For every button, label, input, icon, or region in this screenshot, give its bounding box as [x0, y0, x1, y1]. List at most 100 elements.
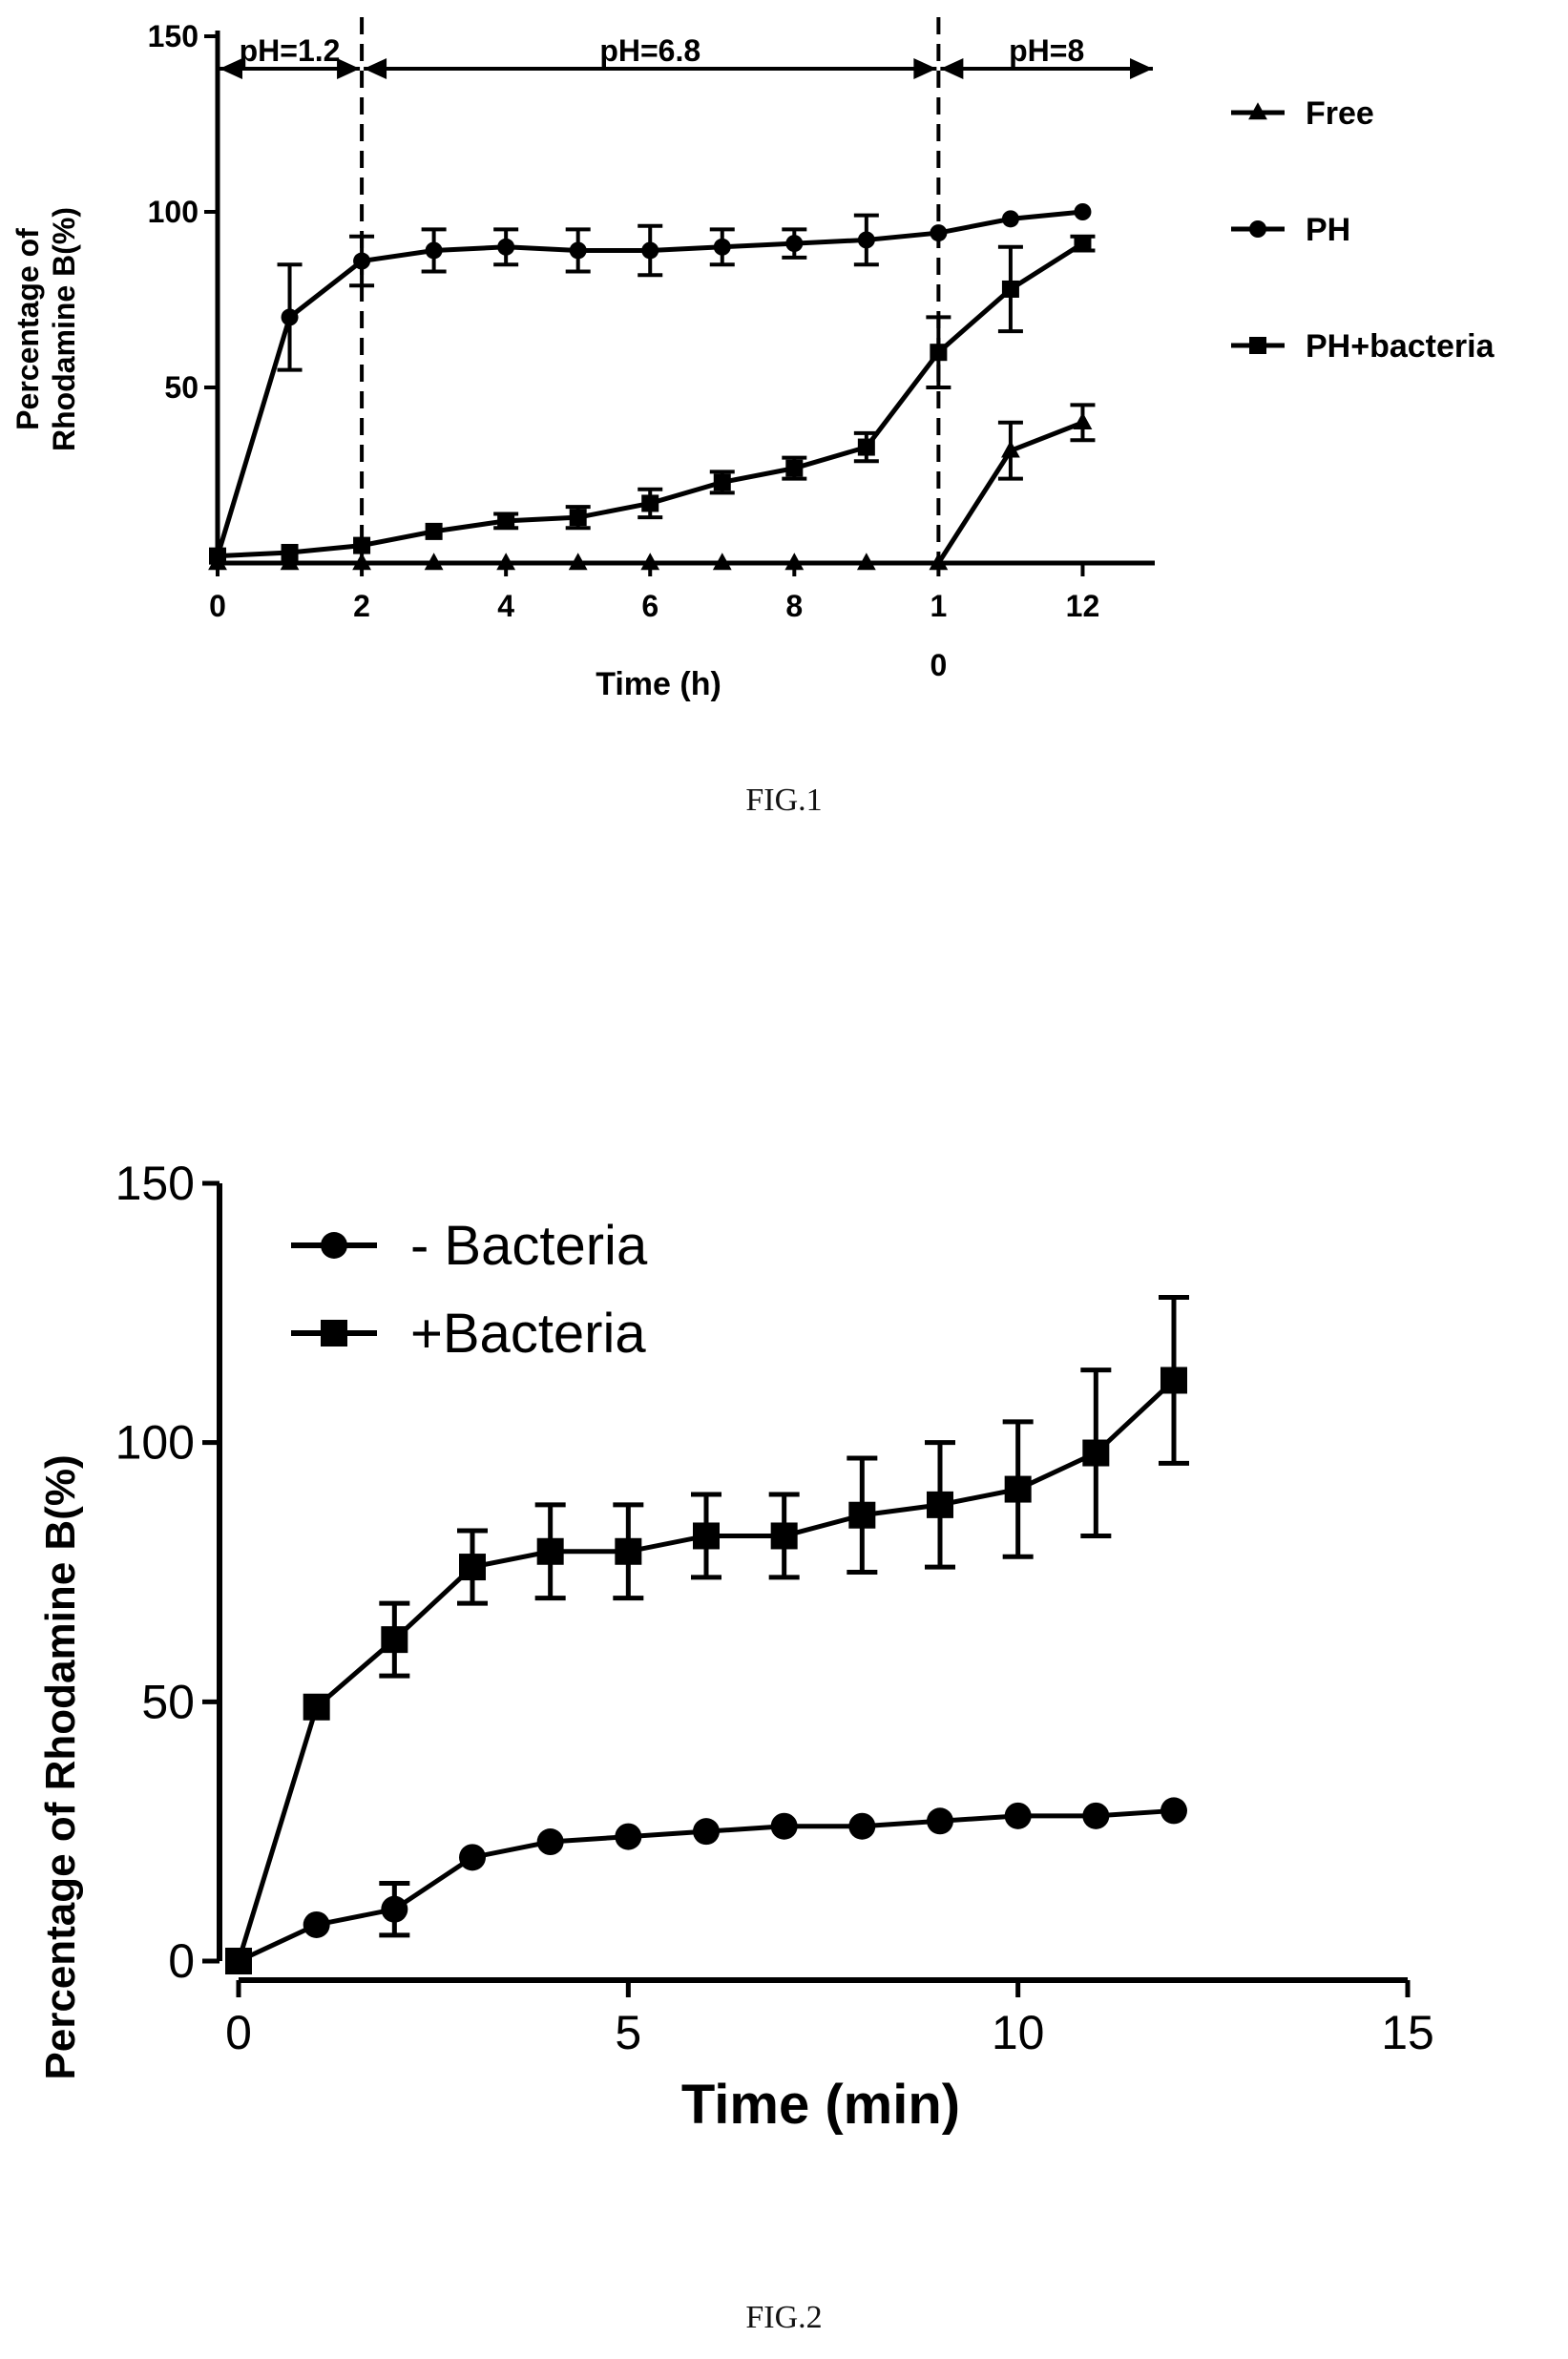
fig1-x-tick-label-extra: 0: [930, 648, 947, 682]
fig1-ph-arrow-head: [220, 58, 242, 79]
fig1-data-point: [353, 252, 371, 270]
fig2-y-axis-label: Percentage of Rhodamine B(%): [37, 1454, 84, 2079]
fig1-ph-label: pH=6.8: [599, 33, 700, 68]
fig1-legend-marker: [1249, 220, 1266, 238]
fig1-data-point: [497, 238, 515, 256]
fig1-y-tick-label: 100: [148, 195, 199, 229]
fig1-ph-arrow-head: [1130, 58, 1153, 79]
fig1-data-point: [785, 235, 804, 253]
fig2-data-point: [770, 1812, 798, 1840]
fig1-data-point: [497, 511, 515, 530]
fig1-data-point: [712, 553, 732, 571]
fig1-data-point: [353, 536, 371, 554]
fig2-x-tick-label: 15: [1381, 2006, 1434, 2059]
fig1-ph-arrow-head: [940, 58, 964, 79]
fig1-data-point: [930, 344, 948, 362]
fig1-x-tick-label: 4: [497, 589, 514, 623]
fig1-ph-arrow-head: [337, 58, 361, 79]
fig1-data-point: [1001, 440, 1020, 458]
fig1-x-axis-label: Time (h): [596, 666, 721, 702]
fig1-legend-label: Free: [1306, 95, 1374, 132]
fig2-data-point: [1082, 1439, 1110, 1467]
fig2-x-tick-label: 10: [992, 2006, 1045, 2059]
fig2-data-point: [927, 1807, 953, 1835]
fig2-data-point: [459, 1844, 486, 1871]
fig1-data-point: [280, 553, 300, 571]
fig1-ph-arrow-head: [364, 58, 387, 79]
fig1-ph-label: pH=1.2: [240, 33, 341, 68]
fig1-data-point: [569, 241, 587, 260]
fig2-caption: FIG.2: [745, 2300, 823, 2335]
fig2-data-point: [848, 1812, 876, 1840]
fig1-x-tick-label: 2: [353, 589, 370, 623]
fig2-data-point: [848, 1501, 876, 1529]
fig2-legend-label: +Bacteria: [410, 1303, 646, 1365]
fig1-data-point: [857, 231, 875, 249]
fig1-chart: pH=1.2 pH=6.8 pH=8 0 2 4 6 8 1 12 0 50 100 150 Free P…: [10, 17, 1495, 702]
fig1-data-point: [857, 438, 875, 456]
fig1-data-point: [713, 238, 731, 256]
fig1-y-axis-label-line1: Percentage of: [10, 228, 45, 430]
fig1-data-point: [1073, 412, 1093, 429]
fig2-data-point: [1160, 1797, 1187, 1825]
fig2-data-point: [615, 1823, 642, 1850]
fig1-y-tick-label: 50: [164, 370, 199, 405]
fig1-data-point: [352, 553, 371, 571]
fig2-data-point: [693, 1522, 720, 1550]
fig1-data-point: [209, 547, 226, 565]
fig2-data-point: [1082, 1802, 1110, 1829]
fig2-y-tick-label: 0: [168, 1934, 195, 1988]
fig2-x-axis-label: Time (min): [681, 2074, 960, 2136]
fig1-data-point: [1074, 235, 1092, 253]
fig1-ph-arrow-head: [913, 58, 937, 79]
fig1-legend-label: PH+bacteria: [1306, 328, 1495, 365]
fig1-data-point: [281, 543, 299, 561]
fig1-data-point: [641, 241, 659, 260]
fig1-caption: FIG.1: [745, 783, 823, 818]
fig1-data-point: [281, 308, 299, 326]
fig1-data-point: [713, 473, 731, 491]
fig2-data-point: [459, 1554, 486, 1581]
fig2-data-point: [225, 1948, 252, 1974]
fig2-data-point: [303, 1910, 330, 1938]
fig2-data-point: [1004, 1475, 1032, 1503]
fig1-x-tick-label: 1: [930, 589, 947, 623]
fig2-x-tick-label: 0: [225, 2006, 252, 2059]
fig1-y-axis-label-line2: Rhodamine B(%): [47, 207, 81, 451]
fig2-data-point: [381, 1895, 408, 1923]
fig1-x-tick-label: 0: [209, 589, 226, 623]
fig2-data-point: [381, 1626, 408, 1654]
fig2-x-tick-label: 5: [615, 2006, 641, 2059]
fig2-data-point: [770, 1522, 798, 1550]
fig1-x-tick-label: 8: [785, 589, 803, 623]
fig1-data-point: [640, 553, 660, 571]
fig1-data-point: [425, 241, 443, 260]
fig1-legend-marker: [1248, 102, 1267, 120]
fig1-legend-label: PH: [1306, 212, 1350, 248]
fig1-data-point: [929, 553, 949, 571]
fig1-x-tick-label: 12: [1066, 589, 1100, 623]
fig2-y-tick-label: 50: [141, 1675, 195, 1728]
fig1-data-point: [496, 553, 516, 571]
fig2-data-point: [536, 1828, 564, 1856]
fig1-data-point: [785, 459, 804, 477]
fig1-x-tick-label: 6: [641, 589, 659, 623]
fig2-legend-marker: [321, 1232, 347, 1259]
fig2-data-point: [303, 1693, 330, 1721]
fig1-data-point: [1001, 210, 1019, 228]
fig1-data-point: [1074, 203, 1092, 220]
fig2-y-tick-label: 100: [115, 1416, 195, 1470]
fig1-data-point: [856, 553, 876, 571]
fig2-legend-label: - Bacteria: [410, 1215, 648, 1277]
fig2-data-point: [1004, 1802, 1032, 1829]
fig2-data-point: [1160, 1367, 1187, 1394]
fig1-data-point: [784, 553, 805, 571]
fig1-data-point: [424, 553, 444, 571]
fig2-data-point: [536, 1537, 564, 1565]
fig2-data-point: [615, 1537, 642, 1565]
fig2-data-point: [927, 1491, 953, 1518]
fig1-ph-label: pH=8: [1009, 33, 1084, 68]
fig1-data-point: [425, 522, 443, 540]
fig1-data-point: [568, 553, 588, 571]
